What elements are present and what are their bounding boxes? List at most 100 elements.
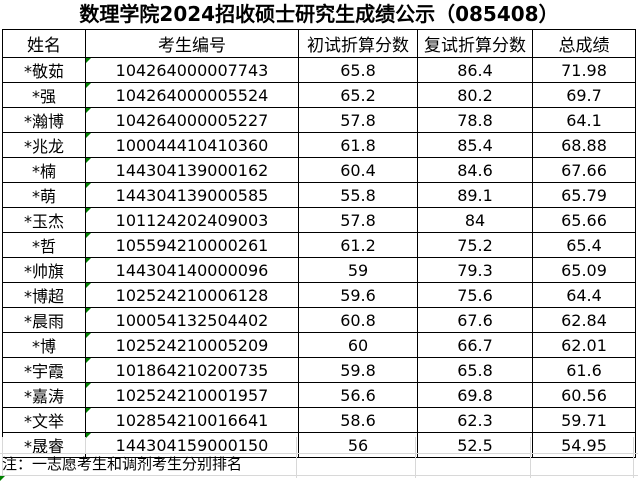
table-row: *晨雨 100054132504402 60.8 67.6 62.84 bbox=[2, 307, 636, 333]
retest-score-cell: 89.1 bbox=[417, 182, 533, 208]
name-cell: *文举 bbox=[2, 407, 86, 433]
initial-score-cell: 56.6 bbox=[298, 382, 418, 408]
candidate-id-cell: 144304139000162 bbox=[85, 157, 299, 183]
candidate-id: 104264000007743 bbox=[115, 60, 269, 80]
candidate-id: 144304140000096 bbox=[115, 260, 269, 280]
name-cell: *博超 bbox=[2, 282, 86, 308]
initial-score-cell: 59 bbox=[298, 257, 418, 283]
below-table-area: 注：一志愿考生和调剂考生分别排名 bbox=[0, 437, 638, 481]
total-score-cell: 62.01 bbox=[532, 332, 636, 358]
candidate-id: 101124202409003 bbox=[115, 210, 269, 230]
total-score-cell: 64.4 bbox=[532, 282, 636, 308]
total-score-cell: 61.6 bbox=[532, 357, 636, 383]
col-header-total-score: 总成绩 bbox=[532, 29, 636, 58]
candidate-id: 104264000005227 bbox=[115, 110, 269, 130]
table-row: *玉杰 101124202409003 57.8 84 65.66 bbox=[2, 207, 636, 233]
candidate-id: 104264000005524 bbox=[115, 85, 269, 105]
cell-error-flag-icon bbox=[86, 383, 91, 388]
cell-error-flag-icon bbox=[86, 283, 91, 288]
initial-score-cell: 60.4 bbox=[298, 157, 418, 183]
candidate-id-cell: 102524210005209 bbox=[85, 332, 299, 358]
initial-score-cell: 59.6 bbox=[298, 282, 418, 308]
table-row: *宇霞 101864210200735 59.8 65.8 61.6 bbox=[2, 357, 636, 383]
table-row: *兆龙 100044410410360 61.8 85.4 68.88 bbox=[2, 132, 636, 158]
total-score-cell: 65.09 bbox=[532, 257, 636, 283]
retest-score-cell: 78.8 bbox=[417, 107, 533, 133]
gridline bbox=[85, 437, 86, 453]
cell-error-flag-icon bbox=[86, 308, 91, 313]
cell-error-flag-icon bbox=[86, 258, 91, 263]
candidate-id: 101864210200735 bbox=[115, 360, 269, 380]
name-cell: *晨雨 bbox=[2, 307, 86, 333]
total-score-cell: 65.66 bbox=[532, 207, 636, 233]
cell-error-flag-icon bbox=[86, 233, 91, 238]
name-cell: *嘉涛 bbox=[2, 382, 86, 408]
candidate-id: 144304139000585 bbox=[115, 185, 269, 205]
total-score-cell: 67.66 bbox=[532, 157, 636, 183]
retest-score-cell: 84 bbox=[417, 207, 533, 233]
name-cell: *兆龙 bbox=[2, 132, 86, 158]
retest-score-cell: 79.3 bbox=[417, 257, 533, 283]
total-score-cell: 65.79 bbox=[532, 182, 636, 208]
initial-score-cell: 58.6 bbox=[298, 407, 418, 433]
cell-error-flag-icon bbox=[86, 433, 91, 438]
candidate-id-cell: 104264000005227 bbox=[85, 107, 299, 133]
total-score-cell: 60.56 bbox=[532, 382, 636, 408]
candidate-id-cell: 144304139000585 bbox=[85, 182, 299, 208]
footnote: 注：一志愿考生和调剂考生分别排名 bbox=[2, 455, 243, 473]
table-row: *文举 102854210016641 58.6 62.3 59.71 bbox=[2, 407, 636, 433]
initial-score-cell: 55.8 bbox=[298, 182, 418, 208]
col-header-initial-score: 初试折算分数 bbox=[298, 29, 418, 58]
retest-score-cell: 84.6 bbox=[417, 157, 533, 183]
initial-score-cell: 57.8 bbox=[298, 107, 418, 133]
header-row: 姓名 考生编号 初试折算分数 复试折算分数 总成绩 bbox=[2, 29, 636, 58]
candidate-id: 105594210000261 bbox=[115, 235, 269, 255]
total-score-cell: 69.7 bbox=[532, 82, 636, 108]
initial-score-cell: 60 bbox=[298, 332, 418, 358]
table-row: *强 104264000005524 65.2 80.2 69.7 bbox=[2, 82, 636, 108]
name-cell: *楠 bbox=[2, 157, 86, 183]
table-row: *敬茹 104264000007743 65.8 86.4 71.98 bbox=[2, 57, 636, 83]
table-row: *嘉涛 102524210001957 56.6 69.8 60.56 bbox=[2, 382, 636, 408]
candidate-id-cell: 100054132504402 bbox=[85, 307, 299, 333]
retest-score-cell: 62.3 bbox=[417, 407, 533, 433]
initial-score-cell: 57.8 bbox=[298, 207, 418, 233]
candidate-id: 102524210005209 bbox=[115, 335, 269, 355]
table-row: *哲 105594210000261 61.2 75.2 65.4 bbox=[2, 232, 636, 258]
name-cell: *敬茹 bbox=[2, 57, 86, 83]
gridline bbox=[2, 437, 3, 478]
total-score-cell: 71.98 bbox=[532, 57, 636, 83]
cell-error-flag-icon bbox=[86, 108, 91, 113]
candidate-id: 144304159000150 bbox=[115, 435, 269, 455]
candidate-id-cell: 104264000005524 bbox=[85, 82, 299, 108]
candidate-id: 100054132504402 bbox=[115, 310, 269, 330]
candidate-id-cell: 102524210006128 bbox=[85, 282, 299, 308]
retest-score-cell: 75.2 bbox=[417, 232, 533, 258]
gridline bbox=[0, 453, 638, 454]
retest-score-cell: 80.2 bbox=[417, 82, 533, 108]
candidate-id-cell: 101124202409003 bbox=[85, 207, 299, 233]
gridline bbox=[296, 437, 297, 478]
total-score-cell: 64.1 bbox=[532, 107, 636, 133]
initial-score-cell: 61.8 bbox=[298, 132, 418, 158]
initial-score-cell: 65.8 bbox=[298, 57, 418, 83]
retest-score-cell: 67.6 bbox=[417, 307, 533, 333]
table-row: *瀚博 104264000005227 57.8 78.8 64.1 bbox=[2, 107, 636, 133]
initial-score-cell: 60.8 bbox=[298, 307, 418, 333]
retest-score-cell: 65.8 bbox=[417, 357, 533, 383]
col-header-candidate-id: 考生编号 bbox=[85, 29, 299, 58]
total-score-cell: 68.88 bbox=[532, 132, 636, 158]
col-header-retest-score: 复试折算分数 bbox=[417, 29, 533, 58]
table-row: *博超 102524210006128 59.6 75.6 64.4 bbox=[2, 282, 636, 308]
total-score-cell: 62.84 bbox=[532, 307, 636, 333]
name-cell: *瀚博 bbox=[2, 107, 86, 133]
cell-error-flag-icon bbox=[86, 133, 91, 138]
cell-error-flag-icon bbox=[86, 183, 91, 188]
page-title: 数理学院2024招收硕士研究生成绩公示（085408） bbox=[79, 2, 559, 26]
name-cell: *玉杰 bbox=[2, 207, 86, 233]
cell-error-flag-icon bbox=[86, 58, 91, 63]
cell-error-flag-icon bbox=[86, 83, 91, 88]
candidate-id-cell: 104264000007743 bbox=[85, 57, 299, 83]
cell-error-flag-icon bbox=[86, 333, 91, 338]
scores-table: 姓名 考生编号 初试折算分数 复试折算分数 总成绩 *敬茹 1042640000… bbox=[2, 29, 636, 458]
